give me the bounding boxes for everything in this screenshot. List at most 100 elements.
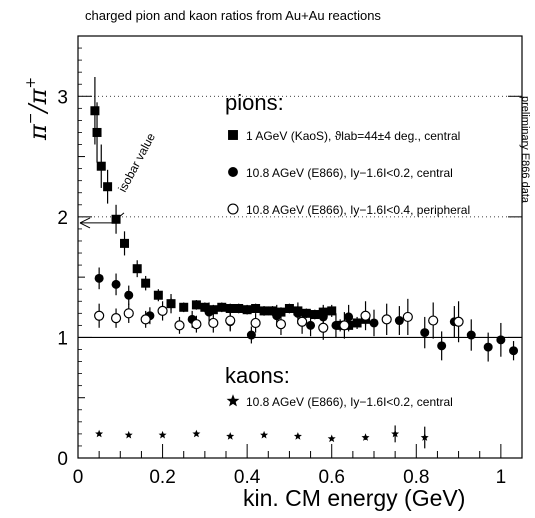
data-point	[94, 310, 105, 321]
data-point	[360, 310, 371, 321]
data-point	[234, 303, 244, 313]
isobar-arrow-head	[79, 217, 91, 229]
legend-marker	[228, 130, 238, 140]
data-point	[208, 305, 218, 315]
data-point	[331, 320, 341, 330]
data-point	[276, 307, 286, 317]
x-axis-title: kin. CM energy (GeV)	[243, 485, 465, 511]
pions-heading: pions:	[225, 90, 284, 115]
data-point	[90, 106, 100, 116]
data-point	[453, 316, 464, 327]
y-tick-label: 0	[57, 449, 68, 470]
data-point	[301, 308, 311, 318]
data-point	[339, 320, 350, 331]
data-point	[327, 306, 337, 316]
data-point	[225, 315, 236, 326]
data-point	[297, 316, 308, 327]
data-point	[293, 432, 302, 440]
data-point	[268, 306, 278, 316]
data-point	[158, 430, 167, 439]
y-tick-label: 1	[57, 328, 68, 349]
legend: 1 AGeV (KaoS), ϑlab=44±4 deg., central 10…	[226, 129, 470, 409]
data-point	[132, 264, 142, 274]
legend-label: 10.8 AGeV (E866), Iy−1.6I<0.2, central	[246, 166, 453, 180]
data-point	[92, 127, 102, 137]
data-point	[200, 302, 210, 312]
svg-text:π−/π+: π−/π+	[23, 77, 52, 141]
data-point	[250, 317, 261, 329]
data-point	[496, 335, 506, 345]
legend-label: 10.8 AGeV (E866), Iy−1.6I<0.2, central	[246, 395, 453, 409]
data-point	[251, 303, 261, 313]
plot-frame	[77, 35, 523, 459]
legend-marker	[226, 394, 240, 407]
data-point	[153, 290, 163, 300]
data-point	[174, 320, 185, 331]
data-point	[124, 290, 134, 300]
x-tick-label: 0.6	[319, 467, 345, 488]
data-point	[275, 319, 287, 330]
data-point	[402, 311, 413, 323]
data-point	[381, 314, 392, 325]
data-point	[96, 161, 106, 171]
data-point	[361, 433, 370, 441]
data-point	[483, 342, 493, 352]
data-point	[509, 346, 519, 356]
x-tick-label: 0.2	[149, 467, 175, 488]
data-point	[166, 299, 176, 309]
isobar-annotation: isobar value	[115, 130, 158, 194]
data-point	[179, 302, 189, 312]
x-tick-label: 0.4	[234, 467, 261, 488]
data-point	[95, 429, 104, 438]
data-point	[259, 306, 269, 316]
data-point	[391, 429, 400, 438]
data-point	[192, 429, 201, 438]
data-point	[394, 316, 404, 326]
data-point	[94, 273, 104, 283]
data-point	[140, 314, 151, 325]
data-point	[246, 330, 256, 340]
data-point	[369, 318, 379, 328]
data-point	[191, 319, 202, 330]
y-tick-label: 2	[57, 208, 68, 229]
data-point	[226, 432, 235, 440]
data-point	[466, 330, 476, 340]
data-point	[123, 308, 134, 319]
data-point	[260, 430, 269, 439]
data-point	[141, 278, 151, 288]
data-point	[110, 313, 122, 324]
data-point	[157, 305, 168, 317]
data-point	[225, 303, 235, 313]
data-point	[352, 318, 362, 328]
data-point	[318, 322, 329, 333]
data-point	[293, 308, 303, 318]
legend-label: 10.8 AGeV (E866), Iy−1.6I<0.4, periphera…	[246, 203, 470, 217]
data-point	[310, 310, 320, 320]
data-point	[191, 300, 201, 310]
data-point	[437, 341, 447, 351]
y-axis-title: π−/π+	[23, 77, 52, 141]
data-point	[284, 303, 294, 313]
side-label: preliminary E866 data	[519, 96, 531, 204]
data-point	[420, 433, 429, 441]
data-point	[217, 302, 227, 312]
data-point	[111, 279, 121, 289]
data-point	[272, 311, 282, 321]
x-tick-label: 0	[73, 467, 84, 488]
legend-label: 1 AGeV (KaoS), ϑlab=44±4 deg., central	[246, 129, 460, 143]
kaons-heading: kaons:	[225, 363, 290, 388]
data-point	[208, 317, 219, 329]
data-point	[242, 305, 252, 315]
data-point	[120, 238, 130, 248]
data-point	[204, 307, 214, 317]
data-point	[327, 434, 336, 443]
data-point	[428, 315, 439, 326]
isobar-leader	[111, 212, 125, 224]
data-point	[420, 328, 430, 338]
data-point	[103, 182, 113, 192]
chart-title: charged pion and kaon ratios from Au+Au …	[85, 8, 381, 23]
legend-marker	[227, 203, 239, 215]
legend-marker	[228, 167, 238, 177]
data-point	[344, 312, 354, 322]
